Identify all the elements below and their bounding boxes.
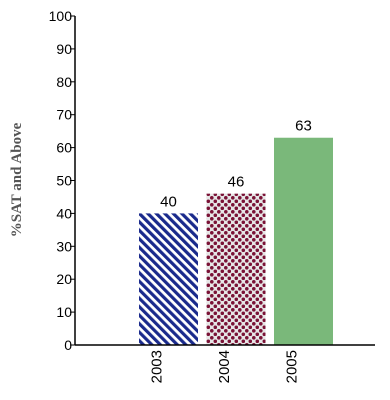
y-tick-label: 0 xyxy=(64,337,72,353)
x-tick-label-2004: 2004 xyxy=(216,350,233,383)
bar-2004 xyxy=(206,193,266,345)
y-axis-label: %SAT and Above xyxy=(9,122,25,237)
y-tick-label: 70 xyxy=(56,107,72,123)
data-label-2004: 46 xyxy=(228,174,245,191)
y-tick-label: 10 xyxy=(56,304,72,320)
bar-2003 xyxy=(139,213,198,345)
y-tick-label: 20 xyxy=(56,271,72,287)
y-tick-label: 80 xyxy=(56,74,72,90)
y-tick-label: 40 xyxy=(56,205,72,221)
data-label-2005: 63 xyxy=(295,118,312,135)
data-labels: 40 46 63 xyxy=(160,118,312,211)
y-tick-label: 50 xyxy=(56,173,72,189)
y-tick-label: 100 xyxy=(49,8,73,24)
bars xyxy=(139,137,333,345)
y-tick-label: 60 xyxy=(56,140,72,156)
bar-2005 xyxy=(274,137,333,345)
y-axis-ticks: 0 10 20 30 40 50 60 70 80 90 100 xyxy=(49,8,75,353)
x-axis-labels: 2003 2004 2005 xyxy=(149,350,301,383)
y-tick-label: 90 xyxy=(56,41,72,57)
x-tick-label-2005: 2005 xyxy=(284,350,301,383)
x-tick-label-2003: 2003 xyxy=(149,350,166,383)
data-label-2003: 40 xyxy=(160,193,177,210)
y-tick-label: 30 xyxy=(56,238,72,254)
